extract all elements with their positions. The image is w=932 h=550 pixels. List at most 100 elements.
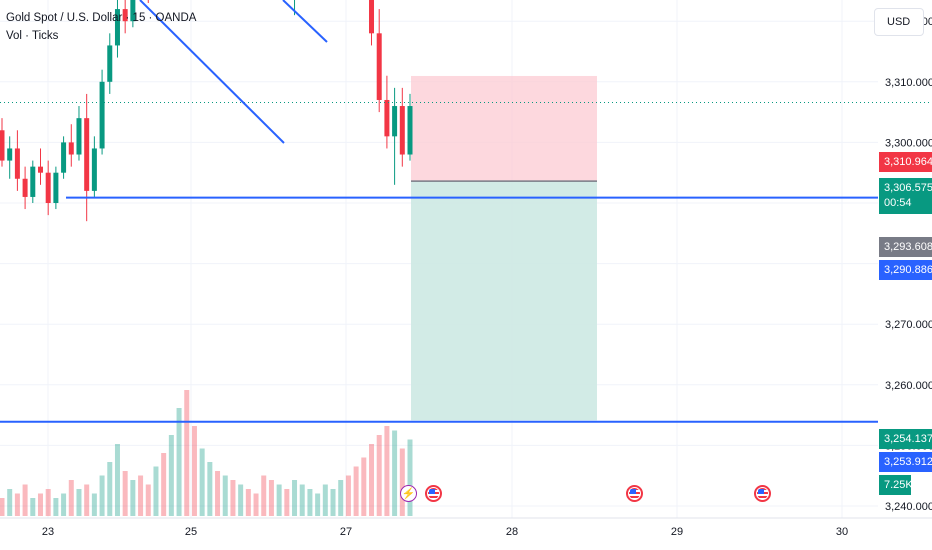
support-price-tag: 3,290.886 bbox=[879, 260, 932, 280]
reward-zone bbox=[411, 181, 597, 421]
volume-bar bbox=[61, 493, 67, 516]
volume-bar bbox=[276, 484, 282, 516]
volume-bar bbox=[199, 448, 205, 516]
candle-body bbox=[22, 178, 28, 197]
volume-bar bbox=[315, 493, 321, 516]
volume-bar bbox=[14, 493, 20, 516]
candle-body bbox=[45, 172, 51, 203]
volume-bars bbox=[0, 390, 413, 516]
volume-bar bbox=[168, 435, 174, 516]
candle-body bbox=[369, 0, 375, 34]
volume-bar bbox=[407, 439, 413, 516]
volume-bar bbox=[384, 426, 390, 516]
candle-body bbox=[68, 142, 74, 155]
volume-bar bbox=[353, 466, 359, 516]
candle-body bbox=[30, 166, 36, 197]
candle-body bbox=[7, 148, 13, 161]
volume-bar bbox=[330, 489, 336, 516]
volume-bar bbox=[45, 489, 51, 516]
risk-zone bbox=[411, 75, 597, 182]
time-tick-label: 29 bbox=[671, 526, 683, 538]
currency-button[interactable]: USD bbox=[874, 8, 924, 36]
volume-bar bbox=[176, 408, 182, 516]
candle-body bbox=[407, 106, 413, 155]
volume-value-tag: 7.25K bbox=[879, 475, 913, 495]
candlestick-series bbox=[0, 0, 413, 222]
candle-body bbox=[76, 118, 82, 155]
candle-body bbox=[399, 106, 405, 155]
trend-line bbox=[139, 0, 285, 144]
price-tick-label: 3,260.000 bbox=[885, 380, 932, 392]
volume-bar bbox=[253, 493, 259, 516]
volume-bar bbox=[7, 489, 13, 516]
volume-bar bbox=[84, 484, 90, 516]
volume-bar bbox=[345, 475, 351, 516]
volume-bar bbox=[145, 484, 151, 516]
volume-bar bbox=[361, 457, 367, 516]
volume-bar bbox=[0, 498, 5, 516]
volume-bar bbox=[153, 466, 159, 516]
symbol-title[interactable]: Gold Spot / U.S. Dollar · 15 · OANDA bbox=[6, 12, 197, 24]
volume-bar bbox=[338, 480, 344, 516]
price-tick-label: 3,300.000 bbox=[885, 137, 932, 149]
volume-bar bbox=[161, 453, 167, 516]
price-tick-label: 3,310.000 bbox=[885, 77, 932, 89]
volume-bar bbox=[376, 435, 382, 516]
last-price-tag: 3,306.575 00:54 bbox=[879, 178, 932, 214]
time-tick-label: 28 bbox=[506, 526, 518, 538]
candle-body bbox=[53, 172, 59, 203]
volume-bar bbox=[222, 475, 228, 516]
volume-bar bbox=[37, 493, 43, 516]
volume-bar bbox=[91, 493, 97, 516]
volume-bar bbox=[30, 498, 36, 516]
volume-bar bbox=[284, 489, 290, 516]
volume-bar bbox=[238, 484, 244, 516]
volume-bar bbox=[399, 448, 405, 516]
drawn-lines[interactable] bbox=[0, 0, 932, 423]
us-flag-event-icon[interactable] bbox=[425, 485, 442, 502]
volume-bar bbox=[184, 390, 190, 516]
volume-bar bbox=[122, 471, 128, 516]
volume-bar bbox=[107, 462, 113, 516]
volume-bar bbox=[114, 444, 120, 516]
short-position-tool[interactable] bbox=[411, 75, 597, 421]
candle-body bbox=[122, 9, 128, 22]
volume-bar bbox=[53, 498, 59, 516]
chart-legend: Gold Spot / U.S. Dollar · 15 · OANDA Vol… bbox=[6, 10, 196, 46]
volume-bar bbox=[207, 462, 213, 516]
us-flag-event-icon[interactable] bbox=[626, 485, 643, 502]
volume-bar bbox=[230, 480, 236, 516]
volume-bar bbox=[191, 426, 197, 516]
trend-line bbox=[282, 0, 328, 43]
candle-body bbox=[84, 118, 90, 191]
entry-price-tag: 3,293.608 bbox=[879, 237, 932, 257]
time-tick-label: 25 bbox=[185, 526, 197, 538]
volume-bar bbox=[268, 480, 274, 516]
time-axis[interactable]: 23 25 27 28 29 30 bbox=[0, 517, 932, 538]
volume-bar bbox=[322, 484, 328, 516]
candle-body bbox=[14, 148, 20, 179]
candle-body bbox=[376, 33, 382, 100]
volume-bar bbox=[307, 489, 313, 516]
candle-body bbox=[99, 81, 105, 149]
candle-body bbox=[0, 130, 5, 161]
lightning-event-icon[interactable]: ⚡ bbox=[400, 485, 417, 502]
price-tick-label: 3,270.000 bbox=[885, 319, 932, 331]
volume-bar bbox=[138, 475, 144, 516]
candle-body bbox=[61, 142, 67, 173]
last-price-value: 3,306.575 bbox=[884, 181, 932, 194]
price-tick-label: 3,240.000 bbox=[885, 501, 932, 513]
volume-bar bbox=[22, 484, 28, 516]
volume-indicator-label[interactable]: Vol · Ticks bbox=[6, 29, 59, 42]
volume-bar bbox=[76, 489, 82, 516]
volume-bar bbox=[215, 471, 221, 516]
volume-bar bbox=[369, 444, 375, 516]
volume-bar bbox=[261, 475, 267, 516]
volume-bar bbox=[392, 430, 398, 516]
candle-body bbox=[130, 0, 136, 22]
target-price-tag: 3,254.137 bbox=[879, 429, 932, 449]
us-flag-event-icon[interactable] bbox=[754, 485, 771, 502]
time-tick-label: 27 bbox=[340, 526, 352, 538]
candle-body bbox=[392, 106, 398, 137]
